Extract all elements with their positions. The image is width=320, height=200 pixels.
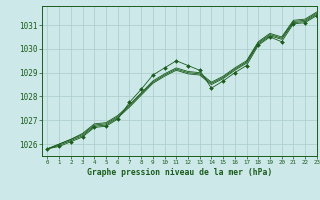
X-axis label: Graphe pression niveau de la mer (hPa): Graphe pression niveau de la mer (hPa) [87, 168, 272, 177]
